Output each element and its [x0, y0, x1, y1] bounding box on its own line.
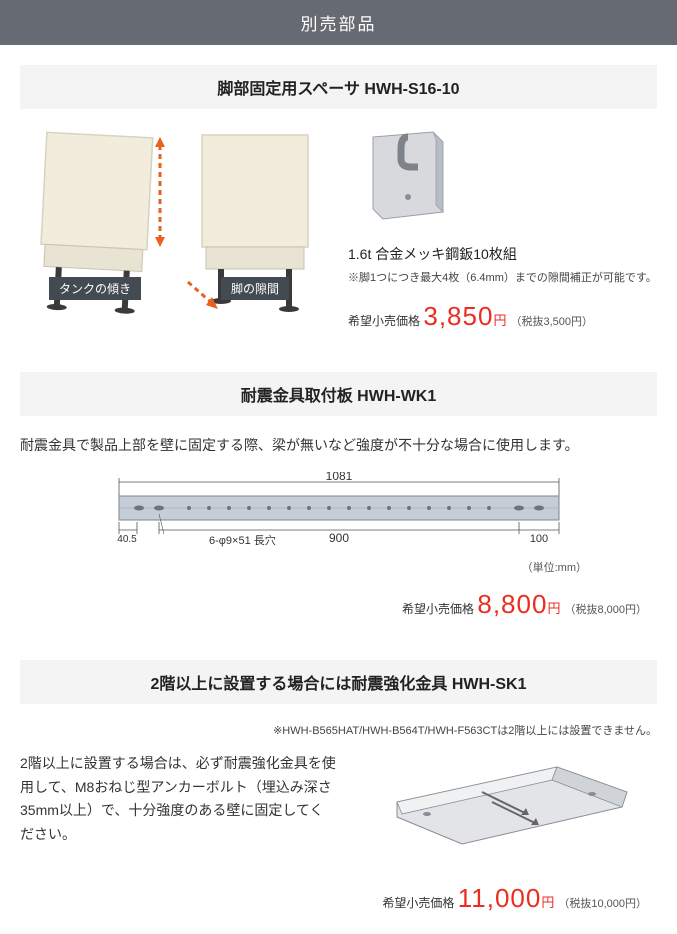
tank-tilt-figure: タンクの傾き	[20, 127, 170, 322]
section-title-2: 耐震金具取付板 HWH-WK1	[20, 372, 657, 416]
section-title-1: 脚部固定用スペーサ HWH-S16-10	[20, 65, 657, 109]
spacer-plate-svg	[358, 127, 463, 227]
price-value-3: 11,000	[458, 883, 542, 913]
price-value-2: 8,800	[477, 589, 547, 619]
spec-note: ※脚1つにつき最大4枚（6.4mm）までの隙間補正が可能です。	[348, 270, 657, 287]
desc-3: 2階以上に設置する場合は、必ず耐震強化金具を使用して、M8おねじ型アンカーボルト…	[20, 752, 336, 847]
tank-gap-figure: 脚の隙間	[180, 127, 330, 322]
price-label-2: 希望小売価格	[402, 602, 474, 616]
dim-right: 100	[529, 533, 547, 545]
dim-total: 1081	[325, 472, 352, 483]
section-title-3: 2階以上に設置する場合には耐震強化金具 HWH-SK1	[20, 660, 657, 704]
unit-label: （単位:mm）	[20, 559, 657, 575]
price-tax-2: （税抜8,000円）	[564, 604, 647, 616]
price-tax-1: （税抜3,500円）	[510, 316, 593, 328]
hole-spec: 6-φ9×51 長穴	[209, 533, 276, 547]
bracket-svg: 1081 40.5 900 100 6-φ9×51 長穴	[59, 472, 619, 552]
dim-inner: 900	[328, 531, 348, 545]
section-seismic-bracket: 2階以上に設置する場合には耐震強化金具 HWH-SK1 ※HWH-B565HAT…	[0, 660, 677, 934]
price-row-3: 希望小売価格 11,000円 （税抜10,000円）	[20, 883, 657, 914]
price-row-1: 希望小売価格 3,850円 （税抜3,500円）	[348, 301, 657, 332]
section-spacer: 脚部固定用スペーサ HWH-S16-10 タンクの傾き	[0, 65, 677, 352]
caption-tilt: タンクの傾き	[49, 277, 141, 300]
page-header: 別売部品	[0, 0, 677, 45]
bracket-diagram: 1081 40.5 900 100 6-φ9×51 長穴 （単位:mm）	[20, 472, 657, 575]
price-value-1: 3,850	[423, 301, 493, 331]
price-tax-3: （税抜10,000円）	[558, 898, 647, 910]
price-yen-3: 円	[541, 895, 554, 910]
price-row-2: 希望小売価格 8,800円 （税抜8,000円）	[20, 589, 657, 620]
seismic-bracket-figure	[356, 752, 657, 867]
caption-gap: 脚の隙間	[221, 277, 289, 300]
section-bracket-plate: 耐震金具取付板 HWH-WK1 耐震金具で製品上部を壁に固定する際、梁が無いなど…	[0, 372, 677, 640]
price-label-3: 希望小売価格	[382, 896, 454, 910]
desc-2: 耐震金具で製品上部を壁に固定する際、梁が無いなど強度が不十分な場合に使用します。	[20, 434, 657, 456]
price-label-1: 希望小売価格	[348, 314, 420, 328]
spacer-info-block: 1.6t 合金メッキ鋼鈑10枚組 ※脚1つにつき最大4枚（6.4mm）までの隙間…	[340, 127, 657, 332]
model-restriction-note: ※HWH-B565HAT/HWH-B564T/HWH-F563CTは2階以上には…	[20, 722, 657, 738]
dim-left: 40.5	[117, 534, 137, 545]
seismic-bracket-svg	[377, 752, 637, 862]
price-yen-2: 円	[547, 601, 560, 616]
price-yen-1: 円	[493, 313, 506, 328]
spec-text: 1.6t 合金メッキ鋼鈑10枚組	[348, 244, 657, 264]
